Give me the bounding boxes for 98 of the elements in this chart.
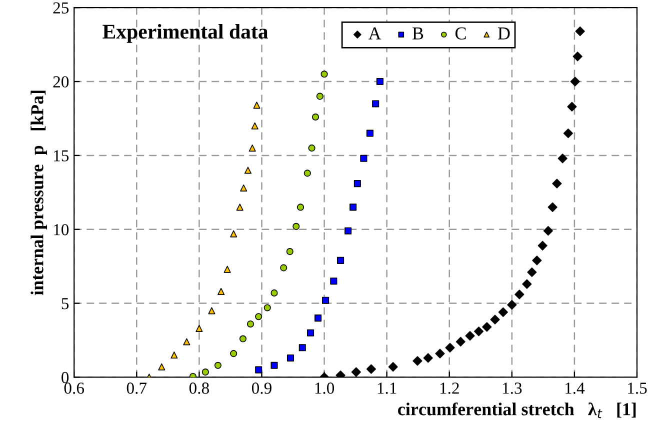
point [316,92,324,100]
legend-label: A [368,27,382,40]
point [244,166,252,174]
point [183,338,190,346]
point [474,326,484,336]
point [270,289,278,296]
point [558,154,568,164]
point [522,279,532,289]
legend-label: C [455,27,466,40]
point [240,184,248,192]
point [548,202,558,212]
y-tick-label: 5 [62,298,69,310]
y-tick-label: 20 [53,76,69,88]
point [208,307,216,314]
point [350,204,357,211]
point [246,320,254,328]
point [538,240,548,250]
point [552,178,562,188]
point [218,288,225,295]
point [563,128,574,138]
x-tick-label: 1.3 [502,382,522,394]
point [543,226,553,236]
point [412,356,422,366]
point [230,350,238,358]
point [170,352,178,359]
x-tick-label: 1.4 [566,382,585,394]
point [344,227,352,234]
point [292,222,300,230]
point [196,324,203,332]
point [445,342,455,352]
point [248,144,256,152]
point [158,363,166,370]
x-tick-label: 1.0 [315,382,334,394]
point [354,180,361,188]
point [423,353,433,363]
x-tick-label: 0.6 [64,382,84,394]
point [330,278,338,285]
point [482,322,492,332]
point [224,266,231,273]
point [312,113,320,121]
point [202,368,209,376]
point [498,307,508,317]
point [351,367,361,377]
point [320,70,328,78]
point [214,362,222,369]
y-tick-label: 0 [62,372,69,384]
legend-label: B [412,28,424,40]
x-tick-label: 1.1 [378,382,396,394]
point [572,52,582,62]
annotation: Experimental data [102,24,268,43]
point [532,256,542,266]
point [570,76,580,86]
point [314,314,322,322]
point [298,344,306,352]
point [255,313,262,320]
y-tick-label: 25 [53,2,69,14]
point [304,170,311,177]
point [286,248,294,256]
point [507,300,517,310]
x-axis-title: circumferential stretch λ$_{t}$ [1] [398,402,636,418]
point [490,314,500,324]
point [306,329,314,336]
point [253,102,260,109]
x-tick-label: 0.7 [126,382,147,394]
y-tick-label: 10 [54,224,69,236]
point [435,348,445,358]
point [575,26,585,36]
point [270,362,278,369]
point [465,331,475,341]
point [230,230,238,238]
point [337,256,344,264]
point [388,362,398,372]
point [236,204,244,211]
x-tick-label: 1.5 [628,382,647,394]
point [308,144,316,152]
x-tick-label: 0.8 [189,382,209,394]
y-axis-title: internal pressure p [kPa] [30,90,48,296]
point [567,102,577,112]
x-tick-label: 1.2 [440,382,459,394]
point [255,366,262,374]
point [514,290,524,300]
point [527,267,537,278]
point [322,296,330,304]
point [456,336,466,347]
point [239,335,246,342]
point [360,154,368,162]
point [366,130,374,137]
x-tick-label: 0.9 [252,382,272,394]
point [366,364,376,374]
point [376,78,384,86]
point [372,100,380,108]
point [296,204,304,211]
point [251,122,258,130]
point [286,354,294,362]
y-tick-label: 15 [54,150,69,162]
point [264,304,271,312]
legend-label: D [498,28,510,40]
point [280,264,288,272]
